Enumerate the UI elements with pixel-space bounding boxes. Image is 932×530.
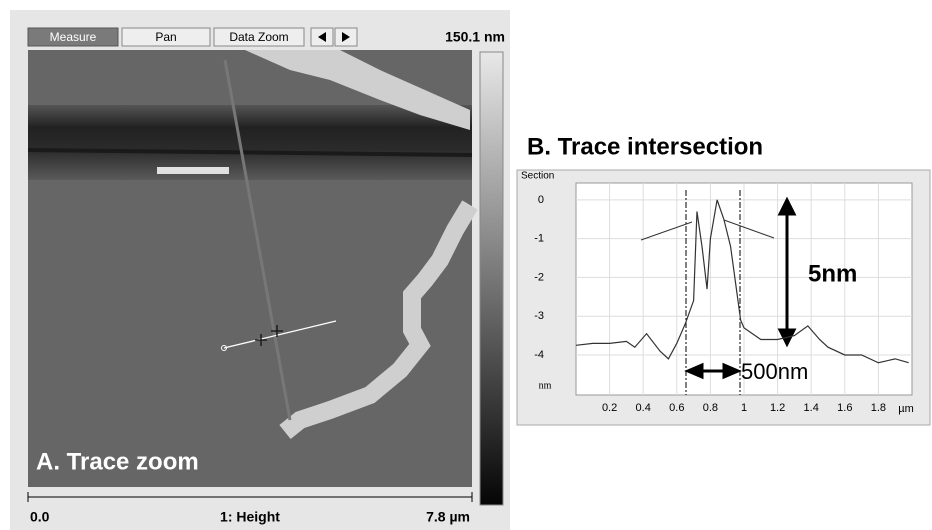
range-max: 150.1 nm — [445, 29, 505, 45]
button[interactable] — [121, 27, 211, 47]
x-unit: µm — [898, 403, 914, 415]
image-caption: A. Trace zoom — [36, 448, 199, 475]
annotation: 5nm — [808, 260, 857, 287]
x-tick-label: 1.4 — [804, 402, 819, 414]
button-label[interactable]: Data Zoom — [229, 30, 288, 44]
footer-right: 7.8 µm — [426, 509, 470, 525]
y-tick-label: -3 — [534, 310, 544, 322]
annotation: 500nm — [741, 359, 808, 384]
y-tick-label: -2 — [534, 271, 544, 283]
pointer — [723, 219, 775, 239]
panel-label: Section — [521, 171, 554, 182]
arrow-icon — [318, 32, 326, 42]
footer-left: 0.0 — [30, 509, 50, 525]
trace-line — [575, 199, 909, 364]
button-label[interactable]: Pan — [155, 30, 176, 44]
y-tick-label: -4 — [534, 349, 544, 361]
x-tick-label: 1.8 — [871, 402, 886, 414]
button[interactable] — [213, 27, 305, 47]
width-arrow — [684, 362, 742, 380]
x-tick-label: 0.6 — [669, 402, 684, 414]
button-label[interactable]: Measure — [50, 30, 97, 44]
x-tick-label: 0.2 — [602, 402, 617, 414]
y-unit: nm — [539, 380, 552, 391]
footer-center: 1: Height — [220, 509, 280, 525]
y-tick-label: 0 — [538, 194, 544, 206]
x-tick-label: 0.4 — [636, 402, 651, 414]
y-tick-label: -1 — [534, 233, 544, 245]
panel-title: B. Trace intersection — [527, 133, 763, 160]
button[interactable] — [27, 27, 119, 47]
x-tick-label: 1 — [741, 402, 747, 414]
afm-image — [27, 50, 478, 487]
x-tick-label: 1.2 — [770, 402, 785, 414]
x-tick-label: 1.6 — [837, 402, 852, 414]
pointer — [640, 221, 693, 241]
arrow-icon — [342, 32, 350, 42]
color-bar — [479, 51, 504, 506]
x-tick-label: 0.8 — [703, 402, 718, 414]
